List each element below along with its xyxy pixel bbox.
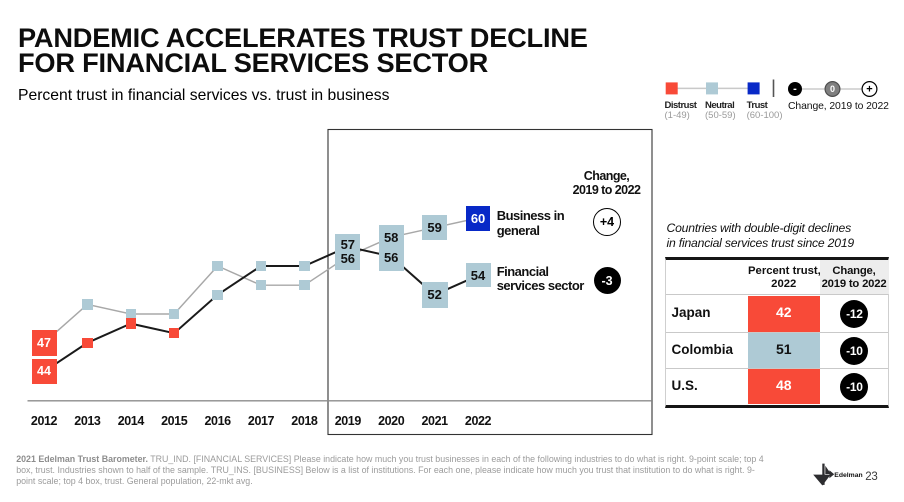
svg-text:Edelman: Edelman: [834, 472, 862, 479]
svg-text:23: 23: [865, 471, 877, 483]
svg-text:0: 0: [830, 84, 835, 94]
svg-text:-: -: [793, 83, 797, 95]
svg-text:+: +: [866, 84, 872, 96]
